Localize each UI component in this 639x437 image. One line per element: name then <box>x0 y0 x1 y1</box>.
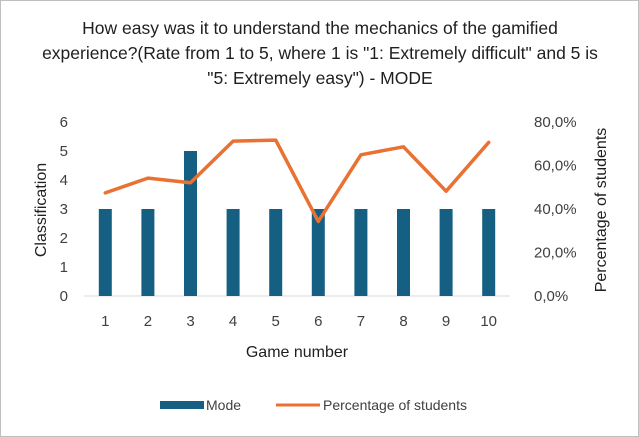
y-axis-ticks: 0 1 2 3 4 5 6 <box>60 114 68 305</box>
x-tick-label: 1 <box>101 313 109 330</box>
bar-mode-8 <box>397 209 410 296</box>
mode-bars <box>98 151 496 296</box>
x-tick-label: 3 <box>186 313 194 330</box>
legend-swatch-mode <box>160 401 204 409</box>
y-tick-label: 1 <box>60 259 68 276</box>
x-tick-label: 6 <box>314 313 322 330</box>
y-tick-label: 3 <box>60 201 68 218</box>
bar-mode-6 <box>311 209 325 296</box>
bar-mode-1 <box>98 209 112 296</box>
bar-mode-3 <box>184 151 197 296</box>
bar-mode-9 <box>439 209 453 296</box>
y-axis-title: Classification <box>33 163 50 257</box>
x-axis-ticks: 1 2 3 4 5 6 7 8 9 10 <box>101 313 497 330</box>
percentage-line-series <box>103 138 491 224</box>
bar-mode-10 <box>482 209 496 296</box>
x-tick-label: 8 <box>399 313 407 330</box>
chart-title: How easy was it to understand the mechan… <box>42 18 598 88</box>
legend-label-mode: Mode <box>206 397 241 413</box>
bar-mode-5 <box>269 209 283 296</box>
y-tick-label: 4 <box>60 172 68 189</box>
x-tick-label: 9 <box>442 313 450 330</box>
y2-tick-label: 60,0% <box>534 158 577 175</box>
line-percentage-of-students <box>103 138 491 224</box>
x-axis-title: Game number <box>246 344 349 361</box>
bar-mode-7 <box>354 209 368 296</box>
y-tick-label: 0 <box>60 288 68 305</box>
bar-mode-4 <box>226 209 240 296</box>
x-tick-label: 7 <box>357 313 365 330</box>
y2-axis-ticks: 0,0% 20,0% 40,0% 60,0% 80,0% <box>534 114 577 305</box>
y-tick-label: 6 <box>60 114 68 131</box>
legend: Mode Percentage of students <box>160 397 467 413</box>
y2-tick-label: 20,0% <box>534 245 577 262</box>
x-tick-label: 2 <box>144 313 152 330</box>
y2-tick-label: 40,0% <box>534 201 577 218</box>
y2-axis-title: Percentage of students <box>593 128 610 293</box>
x-tick-label: 10 <box>480 313 497 330</box>
y2-tick-label: 80,0% <box>534 114 577 131</box>
x-tick-label: 5 <box>272 313 280 330</box>
x-tick-label: 4 <box>229 313 237 330</box>
bar-mode-2 <box>141 209 155 296</box>
y2-tick-label: 0,0% <box>534 288 568 305</box>
legend-label-percentage: Percentage of students <box>323 397 467 413</box>
y-tick-label: 2 <box>60 230 68 247</box>
y-tick-label: 5 <box>60 143 68 160</box>
